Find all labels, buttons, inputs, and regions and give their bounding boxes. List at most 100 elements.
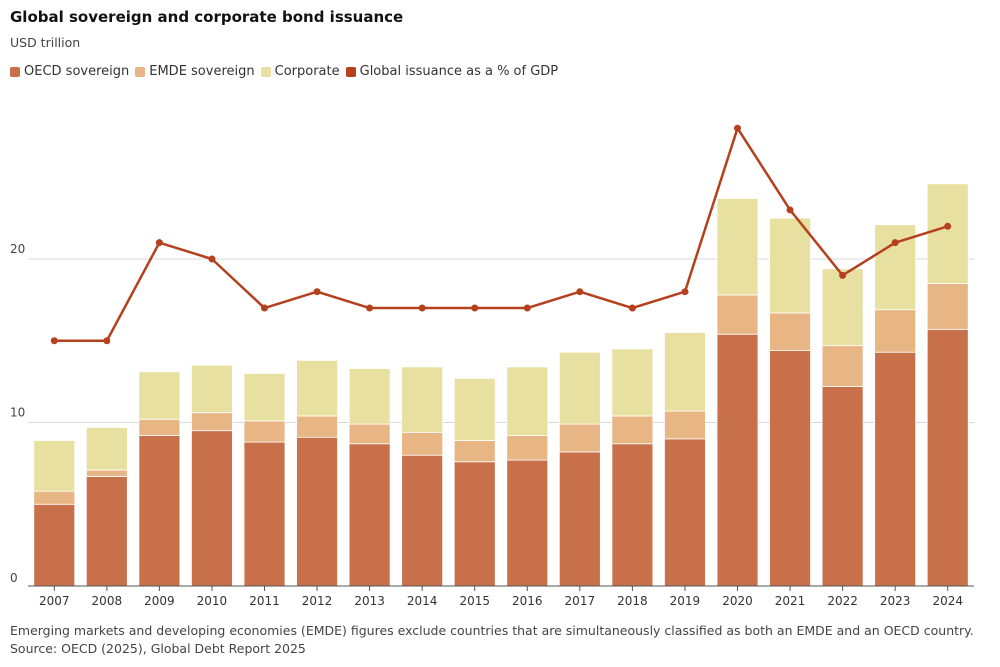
footnote: Emerging markets and developing economie… (10, 622, 974, 658)
x-tick-label-2016: 2016 (512, 594, 543, 608)
x-tick-label-2022: 2022 (827, 594, 858, 608)
bar-corporate-2022 (821, 268, 864, 347)
bar-emde-sovereign-2007 (33, 490, 76, 505)
legend-swatch-global-issuance-gdp (345, 66, 356, 77)
bar-oecd-sovereign-2016 (506, 459, 549, 587)
legend-swatch-oecd-sovereign (10, 66, 20, 77)
bar-emde-sovereign-2011 (243, 420, 286, 443)
x-tick-label-2012: 2012 (302, 594, 333, 608)
legend-item-global-issuance-gdp[interactable]: Global issuance as a % of GDP (345, 64, 558, 79)
bar-emde-sovereign-2018 (611, 415, 654, 445)
bar-emde-sovereign-2020 (716, 294, 759, 335)
footnote-source: Source: OECD (2025), Global Debt Report … (10, 641, 306, 656)
line-point-2014 (418, 304, 426, 312)
bar-oecd-sovereign-2015 (453, 461, 496, 587)
line-point-2017 (576, 288, 584, 296)
x-tick-label-2013: 2013 (354, 594, 385, 608)
x-tick-label-2010: 2010 (197, 594, 228, 608)
bar-oecd-sovereign-2013 (348, 443, 391, 587)
bar-emde-sovereign-2014 (401, 431, 444, 456)
line-point-2015 (471, 304, 479, 312)
bar-oecd-sovereign-2021 (769, 350, 811, 587)
y-tick-label-10: 10 (10, 406, 25, 420)
bar-emde-sovereign-2021 (769, 312, 811, 351)
line-point-2022 (839, 271, 847, 279)
x-tick-label-2014: 2014 (407, 594, 438, 608)
bar-oecd-sovereign-2022 (821, 386, 864, 587)
chart-title: Global sovereign and corporate bond issu… (10, 8, 404, 26)
x-tick-label-2011: 2011 (249, 594, 280, 608)
x-tick-label-2009: 2009 (144, 594, 175, 608)
bar-emde-sovereign-2012 (296, 415, 338, 438)
bar-corporate-2021 (769, 217, 811, 314)
x-tick-label-2018: 2018 (617, 594, 648, 608)
bar-corporate-2015 (453, 377, 496, 441)
bar-emde-sovereign-2019 (664, 410, 706, 440)
line-point-2011 (261, 304, 268, 312)
bar-oecd-sovereign-2018 (611, 443, 654, 587)
line-point-2019 (681, 288, 689, 296)
bar-emde-sovereign-2022 (821, 345, 864, 387)
x-tick-label-2008: 2008 (92, 594, 123, 608)
legend-label-emde-sovereign: EMDE sovereign (149, 64, 255, 79)
bar-corporate-2016 (506, 366, 549, 436)
legend-label-corporate: Corporate (274, 64, 340, 79)
x-tick-label-2021: 2021 (775, 594, 806, 608)
bar-emde-sovereign-2009 (138, 418, 181, 436)
bar-oecd-sovereign-2024 (926, 328, 969, 587)
legend-item-emde-sovereign[interactable]: EMDE sovereign (135, 64, 255, 79)
line-point-2009 (155, 239, 163, 247)
line-point-2020 (734, 124, 741, 132)
bar-oecd-sovereign-2017 (558, 451, 601, 587)
legend-item-corporate[interactable]: Corporate (260, 64, 340, 79)
bar-corporate-2020 (716, 198, 759, 296)
bar-corporate-2012 (296, 359, 338, 417)
line-point-2023 (891, 239, 899, 247)
bar-emde-sovereign-2023 (874, 309, 917, 353)
bar-oecd-sovereign-2020 (716, 333, 759, 587)
line-point-2008 (103, 337, 111, 345)
bar-corporate-2010 (191, 364, 233, 414)
series-line-global-issuance-gdp (54, 126, 949, 342)
bar-oecd-sovereign-2014 (401, 454, 444, 587)
legend-swatch-emde-sovereign (135, 66, 146, 77)
x-tick-label-2007: 2007 (39, 594, 70, 608)
bar-oecd-sovereign-2009 (138, 435, 181, 587)
y-tick-label-0: 0 (10, 571, 18, 585)
bar-corporate-2019 (664, 332, 706, 412)
line-point-2021 (786, 206, 794, 214)
bar-oecd-sovereign-2019 (664, 438, 706, 587)
line-point-2007 (50, 337, 58, 345)
bar-oecd-sovereign-2023 (874, 351, 917, 587)
x-tick-label-2024: 2024 (932, 594, 963, 608)
bar-emde-sovereign-2017 (558, 423, 601, 453)
line-point-2013 (366, 304, 374, 312)
bar-emde-sovereign-2016 (506, 435, 549, 461)
bar-corporate-2013 (348, 368, 391, 425)
bar-emde-sovereign-2008 (85, 469, 128, 477)
bar-emde-sovereign-2015 (453, 440, 496, 463)
chart-subtitle: USD trillion (10, 35, 81, 50)
bar-corporate-2011 (243, 373, 286, 422)
x-tick-label-2020: 2020 (722, 594, 753, 608)
bar-oecd-sovereign-2008 (85, 476, 128, 587)
legend-item-oecd-sovereign[interactable]: OECD sovereign (10, 64, 129, 79)
bar-corporate-2014 (401, 366, 444, 433)
footnote-note: Emerging markets and developing economie… (10, 623, 974, 638)
line-point-2016 (523, 304, 531, 312)
bar-oecd-sovereign-2011 (243, 441, 286, 587)
bar-oecd-sovereign-2007 (33, 503, 76, 587)
bar-corporate-2007 (33, 440, 76, 492)
bar-corporate-2024 (926, 183, 969, 284)
legend-swatch-corporate (260, 66, 271, 77)
x-tick-label-2017: 2017 (565, 594, 596, 608)
bar-emde-sovereign-2013 (348, 423, 391, 445)
line-point-2024 (944, 222, 952, 230)
y-tick-label-20: 20 (10, 242, 25, 256)
bar-oecd-sovereign-2010 (191, 430, 233, 587)
line-point-2010 (208, 255, 216, 263)
legend: OECD sovereign EMDE sovereign Corporate … (10, 64, 564, 79)
legend-label-oecd-sovereign: OECD sovereign (24, 64, 130, 79)
line-point-2018 (628, 304, 636, 312)
